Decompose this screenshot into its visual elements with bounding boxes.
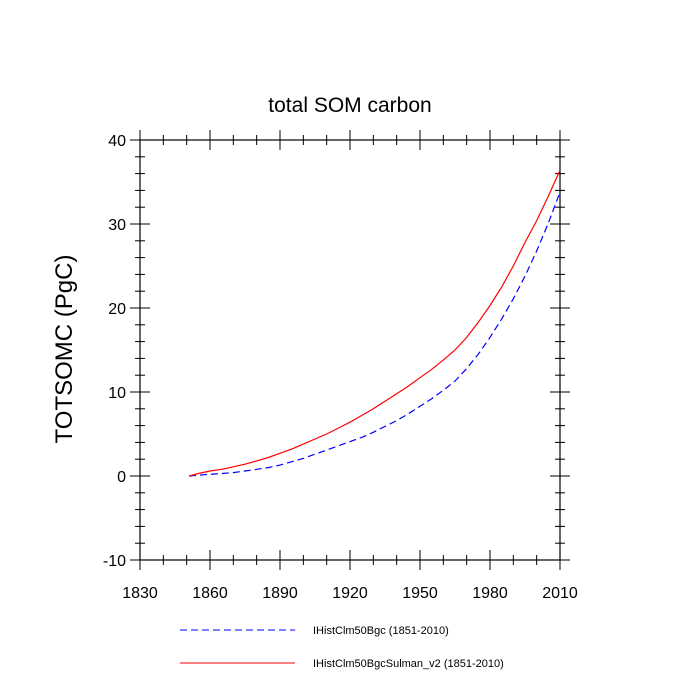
x-tick-label: 1980 — [472, 585, 508, 602]
y-tick-label: 20 — [108, 301, 126, 318]
y-tick-label: 40 — [108, 133, 126, 150]
chart-title: total SOM carbon — [268, 94, 431, 117]
x-tick-label: 1830 — [122, 585, 158, 602]
y-tick-label: 0 — [117, 469, 126, 486]
y-axis-label: TOTSOMC (PgC) — [51, 255, 78, 444]
y-tick-label: 30 — [108, 217, 126, 234]
legend-label-2: IHistClm50BgcSulman_v2 (1851-2010) — [313, 658, 504, 670]
series-line-1 — [188, 191, 561, 477]
x-tick-label: 2010 — [542, 585, 578, 602]
x-tick-label: 1920 — [332, 585, 368, 602]
series-line-2 — [188, 169, 561, 477]
plot-frame — [139, 139, 561, 561]
x-tick-label: 1860 — [192, 585, 228, 602]
y-tick-label: 10 — [108, 385, 126, 402]
axis-ticks — [130, 130, 570, 570]
axis-tick-labels: 1830 1860 1890 1920 1950 1980 2010 -10 0 10 20 30 40 — [103, 133, 578, 602]
y-tick-label: -10 — [103, 553, 126, 570]
x-tick-label: 1890 — [262, 585, 298, 602]
legend-label-1: IHistClm50Bgc (1851-2010) — [313, 625, 449, 637]
legend: IHistClm50Bgc (1851-2010) IHistClm50BgcSu… — [180, 625, 504, 670]
x-tick-label: 1950 — [402, 585, 438, 602]
series-lines — [188, 169, 561, 477]
